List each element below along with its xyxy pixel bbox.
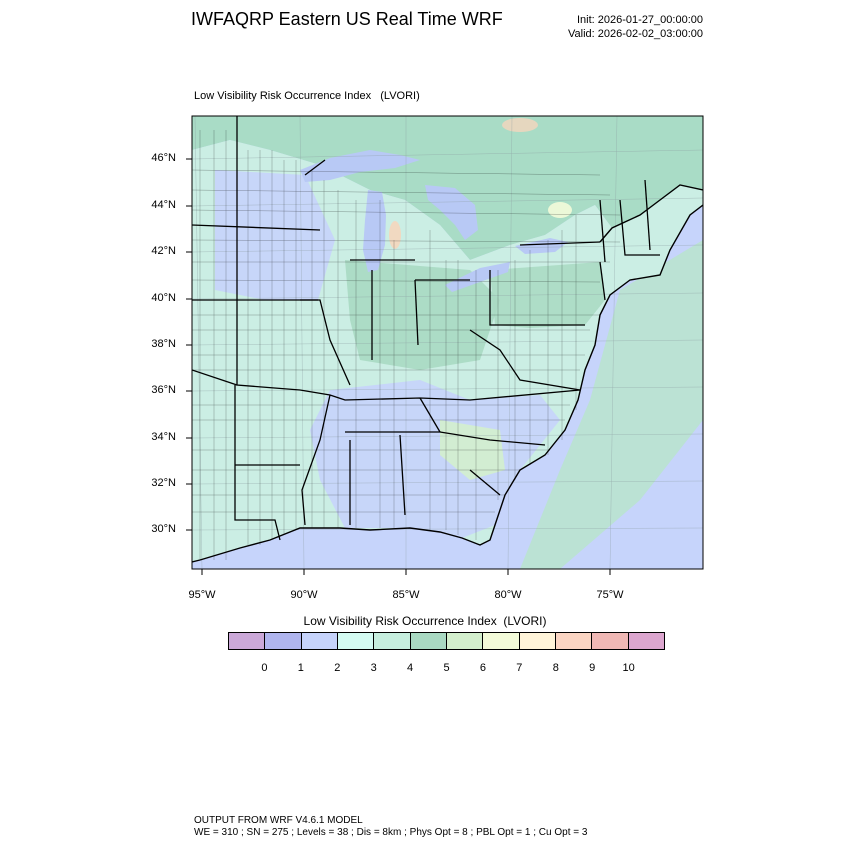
lon-label: 95°W — [188, 589, 216, 601]
model-config: WE = 310 ; SN = 275 ; Levels = 38 ; Dis … — [194, 827, 588, 838]
colorbar-swatch — [446, 633, 484, 649]
colorbar — [228, 632, 665, 650]
colorbar-tick-label: 0 — [261, 662, 268, 674]
colorbar-tick-label: 9 — [589, 662, 596, 674]
colorbar-swatch — [628, 633, 664, 649]
model-info: OUTPUT FROM WRF V4.6.1 MODEL WE = 310 ; … — [194, 815, 587, 839]
region-west-blue — [215, 170, 335, 300]
colorbar-swatch — [337, 633, 375, 649]
colorbar-tick-label: 4 — [407, 662, 414, 674]
colorbar-tick-label: 3 — [370, 662, 377, 674]
lat-label: 36°N — [151, 384, 176, 396]
lon-label: 80°W — [494, 589, 522, 601]
lake-michigan — [363, 190, 386, 272]
lon-label: 75°W — [596, 589, 624, 601]
lake-erie — [445, 262, 510, 292]
high-risk-patch — [502, 118, 538, 132]
colorbar-swatch — [483, 633, 520, 649]
offshore-band — [520, 240, 703, 569]
colorbar-tick-label: 5 — [443, 662, 450, 674]
colorbar-tick-label: 2 — [334, 662, 341, 674]
colorbar-swatch — [410, 633, 447, 649]
colorbar-tick-label: 8 — [552, 662, 559, 674]
lat-label: 38°N — [151, 338, 176, 350]
colorbar-tick-label: 6 — [479, 662, 486, 674]
init-time: Init: 2026-01-27_00:00:00 — [577, 14, 703, 26]
lat-label: 30°N — [151, 523, 176, 535]
colorbar-tick-label: 1 — [297, 662, 304, 674]
lat-label: 34°N — [151, 431, 176, 443]
colorbar-tick-label: 7 — [516, 662, 523, 674]
lat-label: 46°N — [151, 152, 176, 164]
region-south-blue — [310, 380, 560, 538]
colorbar-swatch — [374, 633, 411, 649]
colorbar-swatch — [555, 633, 593, 649]
plot-title: Low Visibility Risk Occurrence Index (LV… — [194, 90, 420, 102]
colorbar-swatch — [519, 633, 556, 649]
lake-huron — [425, 185, 478, 240]
colorbar-tick-label: 10 — [622, 662, 635, 674]
colorbar-swatch — [265, 633, 302, 649]
lat-label: 42°N — [151, 245, 176, 257]
lat-label: 44°N — [151, 199, 176, 211]
colorbar-swatch — [229, 633, 266, 649]
lake-ontario — [515, 238, 568, 254]
lake-superior — [300, 150, 420, 182]
colorbar-swatch — [592, 633, 629, 649]
high-risk-patch — [548, 202, 572, 218]
colorbar-swatch — [301, 633, 338, 649]
main-title: IWFAQRP Eastern US Real Time WRF — [191, 9, 503, 29]
valid-time: Valid: 2026-02-02_03:00:00 — [568, 28, 703, 40]
lat-label: 32°N — [151, 477, 176, 489]
model-version: OUTPUT FROM WRF V4.6.1 MODEL — [194, 815, 363, 826]
run-info: Init: 2026-01-27_00:00:00 Valid: 2026-02… — [520, 13, 703, 41]
lon-label: 90°W — [290, 589, 318, 601]
lon-label: 85°W — [392, 589, 420, 601]
colorbar-title: Low Visibility Risk Occurrence Index (LV… — [303, 614, 547, 628]
lat-label: 40°N — [151, 292, 176, 304]
map-border — [191, 115, 704, 570]
high-risk-patch — [389, 221, 401, 249]
